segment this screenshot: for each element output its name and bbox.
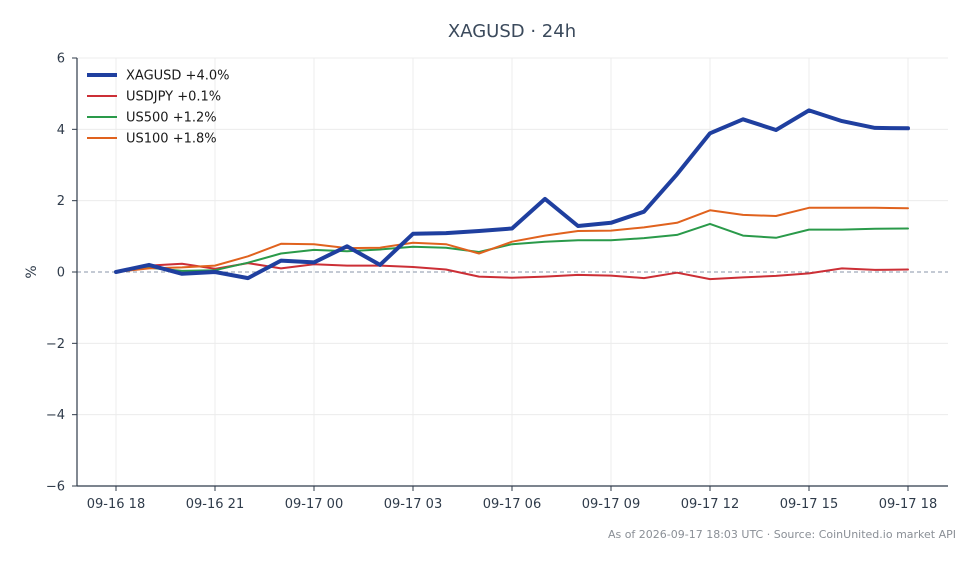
x-tick-label: 09-17 09 — [582, 497, 640, 512]
x-tick-label: 09-17 06 — [483, 497, 541, 512]
legend-label-us100: US100 +1.8% — [126, 132, 217, 147]
x-tick-label: 09-16 18 — [87, 497, 145, 512]
y-tick-label: −6 — [46, 480, 65, 495]
x-tick-label: 09-17 03 — [384, 497, 442, 512]
series-layer — [114, 108, 910, 281]
y-tick-label: 0 — [57, 266, 65, 281]
legend-label-xagusd: XAGUSD +4.0% — [126, 69, 229, 84]
y-tick-label: −2 — [46, 337, 65, 352]
x-tick-label: 09-17 12 — [681, 497, 739, 512]
series-line-us500 — [115, 222, 909, 273]
source-footnote: As of 2026-09-17 18:03 UTC · Source: Coi… — [608, 528, 956, 541]
legend-layer: XAGUSD +4.0% USDJPY +0.1% US500 +1.2% US100… — [87, 69, 229, 147]
x-tick-label: 09-17 00 — [285, 497, 343, 512]
x-tick-label: 09-17 15 — [780, 497, 838, 512]
legend-label-us500: US500 +1.2% — [126, 111, 217, 126]
y-axis-label: % — [24, 265, 40, 278]
axis-layer: 6 4 2 0 −2 −4 −6 09-16 18 09-16 21 09-17 00 09-17 … — [46, 52, 948, 512]
y-tick-label: 2 — [57, 194, 65, 209]
series-line-us100 — [115, 206, 909, 273]
legend-label-usdjpy: USDJPY +0.1% — [126, 90, 221, 105]
series-line-xagusd — [114, 108, 910, 281]
y-tick-label: 6 — [57, 52, 65, 67]
y-tick-label: 4 — [57, 123, 65, 138]
x-tick-label: 09-16 21 — [186, 497, 244, 512]
y-tick-label: −4 — [46, 408, 65, 423]
x-tick-label: 09-17 18 — [879, 497, 937, 512]
chart-title: XAGUSD · 24h — [448, 21, 576, 42]
